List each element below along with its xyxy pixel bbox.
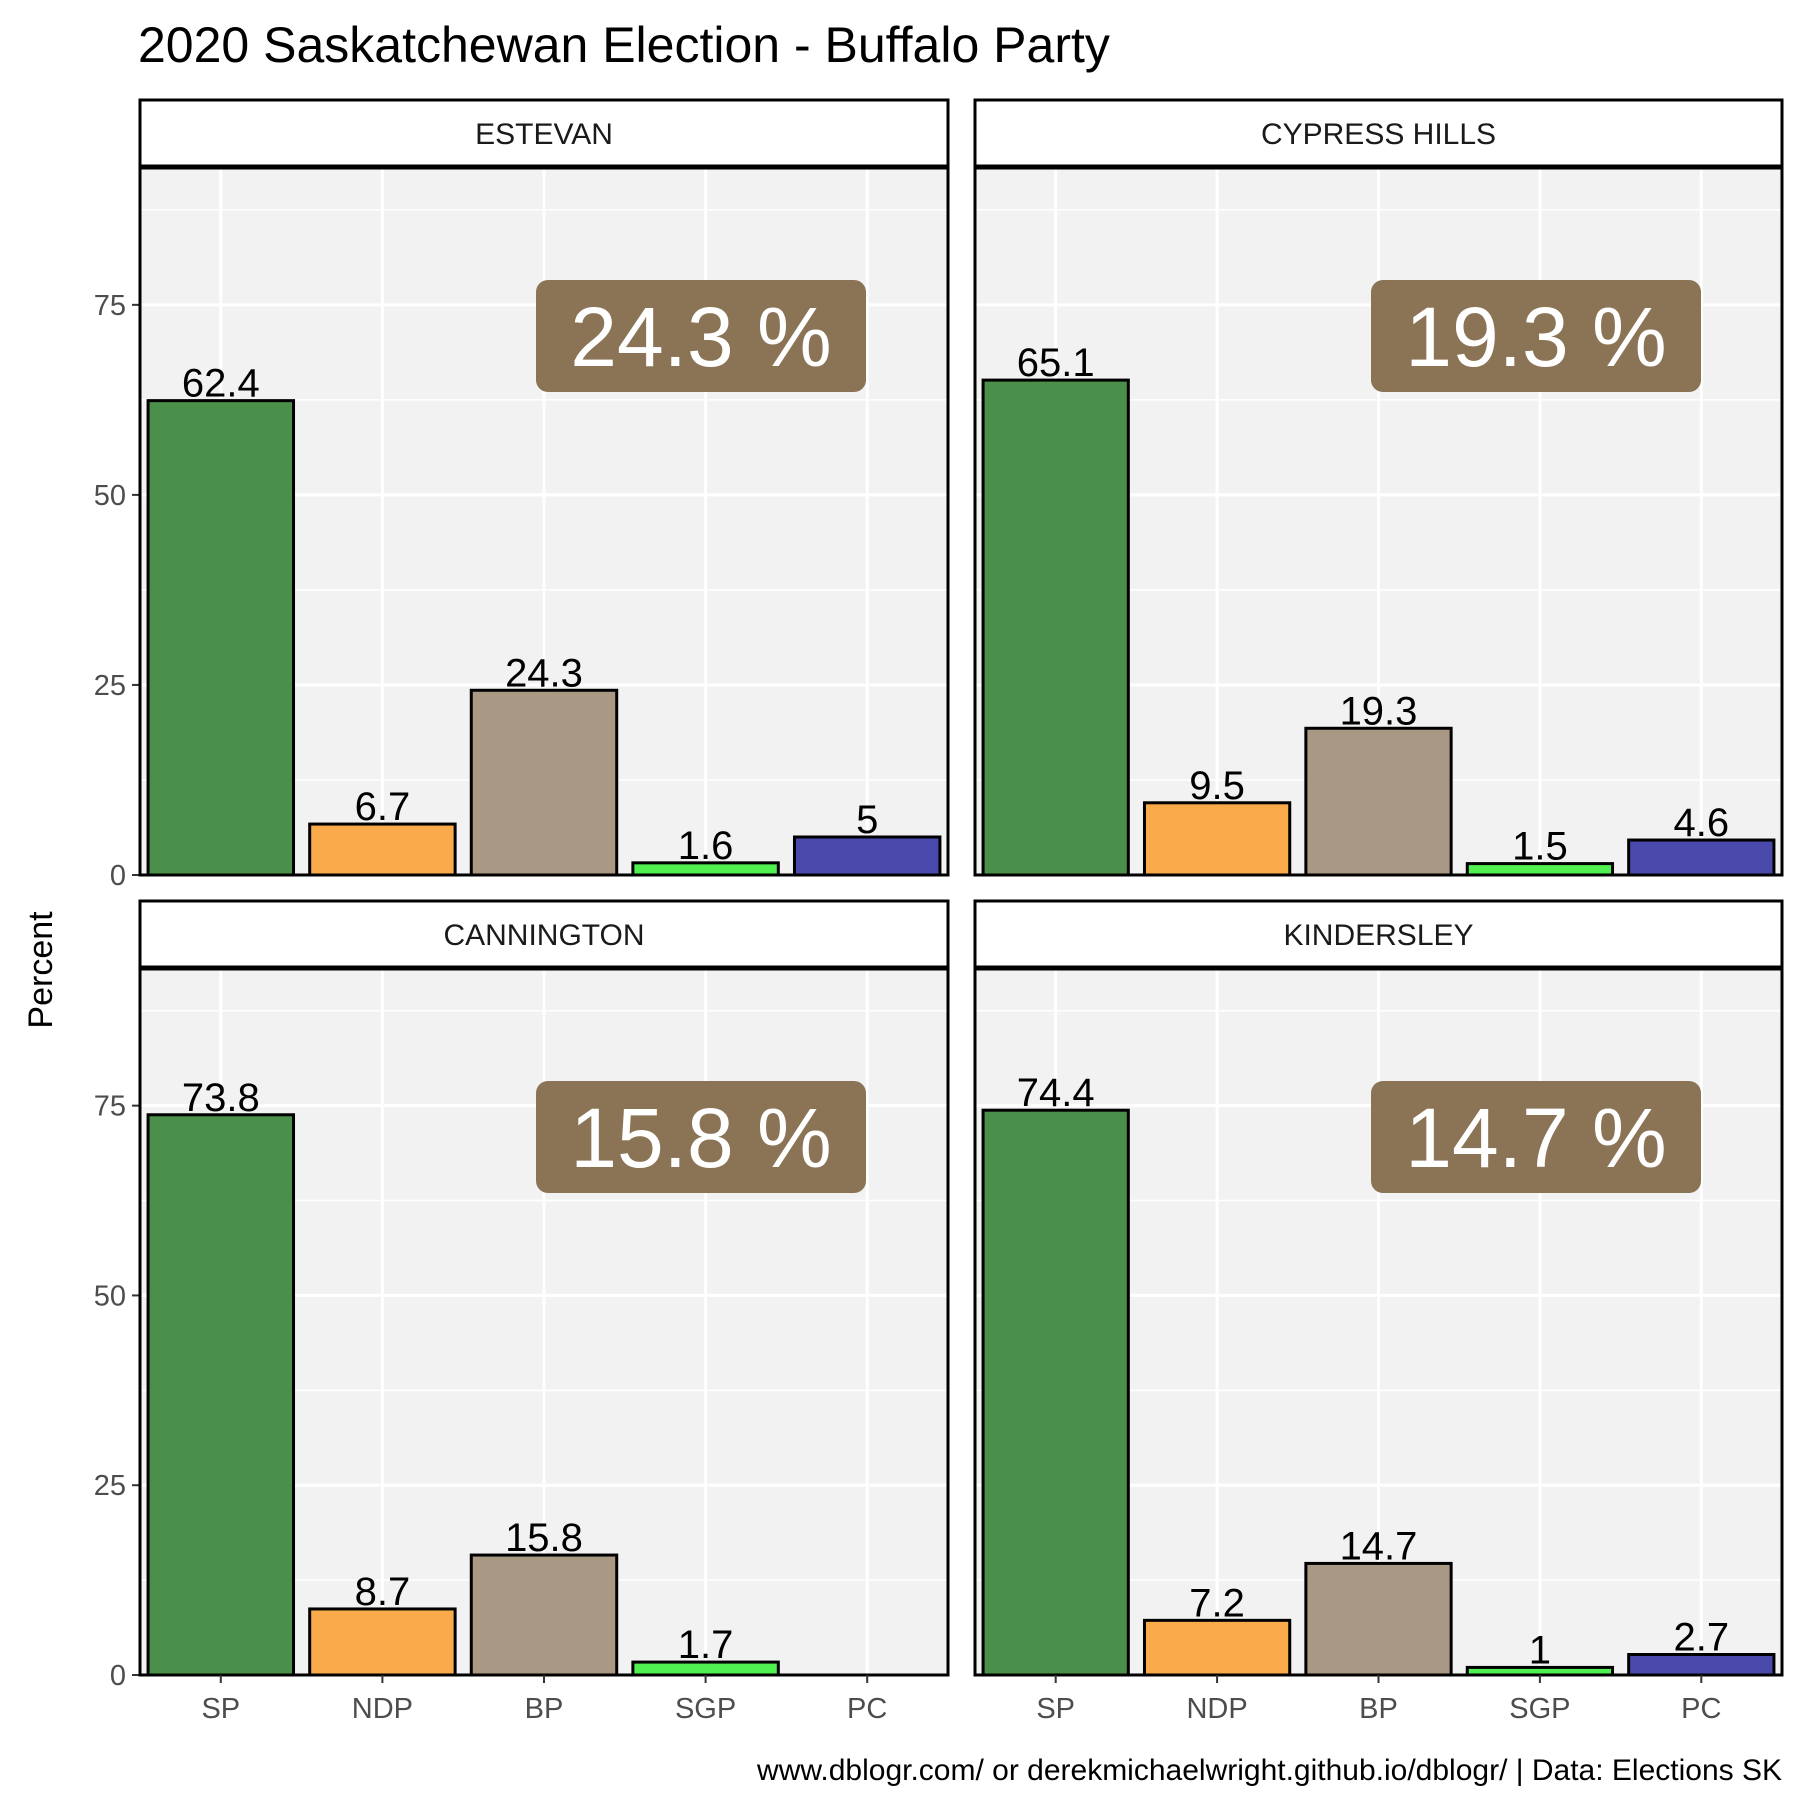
bar-bp (469, 1553, 619, 1677)
x-tick-label-ndp: NDP (352, 1693, 413, 1725)
bar-label-sgp: 1.6 (678, 824, 734, 868)
bar-ndp (308, 822, 457, 877)
y-tick-label: 25 (94, 670, 126, 702)
highlight-label-box (536, 1081, 866, 1193)
highlight-label-box (536, 280, 866, 392)
bar-ndp (1142, 1618, 1292, 1677)
bar-sp (981, 1108, 1130, 1677)
bar-label-ndp: 9.5 (1189, 764, 1245, 808)
y-axis-label: Percent (22, 911, 60, 1029)
facet-strip-label: ESTEVAN (475, 118, 613, 151)
facet-strip (973, 899, 1784, 969)
bar-sp (981, 378, 1130, 877)
highlight-label-box (1371, 1081, 1701, 1193)
chart-title: 2020 Saskatchewan Election - Buffalo Par… (138, 17, 1110, 73)
bar-label-sp: 74.4 (1017, 1071, 1095, 1115)
x-tick-label-pc: PC (1681, 1693, 1721, 1725)
highlight-label: 14.7 % (1405, 1091, 1667, 1185)
x-tick-label-bp: BP (525, 1693, 564, 1725)
bar-label-ndp: 6.7 (355, 785, 411, 829)
y-tick-label: 0 (110, 860, 126, 892)
facet-kindersley: KINDERSLEY 74.4 7.2 14.7 1 2.7 14.7 % SP NDP BP SG… (973, 899, 1784, 1725)
bar-label-sgp: 1.7 (678, 1623, 734, 1667)
bar-label-pc: 4.6 (1673, 801, 1729, 845)
highlight-label: 24.3 % (570, 290, 832, 384)
highlight-label: 15.8 % (570, 1091, 832, 1185)
y-tick-label: 50 (94, 1280, 126, 1312)
bar-label-pc: 5 (856, 798, 878, 842)
facet-strip (138, 899, 950, 969)
facet-panels: ESTEVAN 0 25 50 75 62.4 6.7 24.3 1.6 5 24.3 % CYPRE… (94, 98, 1784, 1725)
y-tick-label: 50 (94, 480, 126, 512)
facet-estevan: ESTEVAN 0 25 50 75 62.4 6.7 24.3 1.6 5 24.3 % (94, 98, 950, 892)
facet-strip-label: KINDERSLEY (1283, 919, 1473, 952)
facet-strip-label: CANNINGTON (443, 919, 644, 952)
panel-border (138, 166, 950, 877)
facet-strip (973, 98, 1784, 168)
x-tick-label-bp: BP (1359, 1693, 1398, 1725)
facet-strip-label: CYPRESS HILLS (1261, 118, 1496, 151)
bar-label-bp: 14.7 (1340, 1524, 1418, 1568)
bar-sp (146, 1113, 296, 1677)
bar-label-sgp: 1 (1529, 1628, 1551, 1672)
facet-strip (138, 98, 950, 168)
bar-label-sgp: 1.5 (1512, 825, 1568, 869)
highlight-label-box (1371, 280, 1701, 392)
bar-bp (1304, 1561, 1453, 1677)
bar-label-sp: 65.1 (1017, 341, 1095, 385)
bar-label-bp: 19.3 (1340, 689, 1418, 733)
bar-label-sp: 62.4 (182, 362, 260, 406)
highlight-label: 19.3 % (1405, 290, 1667, 384)
bar-sp (146, 399, 296, 877)
facet-cypress-hills: CYPRESS HILLS 65.1 9.5 19.3 1.5 4.6 19.3 % (973, 98, 1784, 877)
bar-label-bp: 24.3 (505, 651, 583, 695)
bar-label-pc: 2.7 (1673, 1616, 1729, 1660)
bar-bp (469, 688, 619, 877)
bar-label-ndp: 8.7 (355, 1570, 411, 1614)
bar-ndp (308, 1607, 457, 1677)
bar-ndp (1142, 801, 1292, 877)
x-tick-label-sgp: SGP (675, 1693, 736, 1725)
bar-pc (1627, 838, 1776, 877)
facet-cannington: CANNINGTON 0 25 50 75 73.8 8.7 15.8 1.7 15.8 % SP N… (94, 899, 950, 1725)
y-tick-label: 75 (94, 290, 126, 322)
x-tick-label-pc: PC (847, 1693, 887, 1725)
y-tick-label: 0 (110, 1660, 126, 1692)
x-tick-label-ndp: NDP (1186, 1693, 1247, 1725)
x-tick-label-sp: SP (1036, 1693, 1075, 1725)
bar-label-bp: 15.8 (505, 1516, 583, 1560)
bar-pc (792, 835, 942, 877)
bar-bp (1304, 726, 1453, 877)
y-tick-label: 25 (94, 1470, 126, 1502)
x-tick-label-sgp: SGP (1509, 1693, 1570, 1725)
bar-label-ndp: 7.2 (1189, 1581, 1245, 1625)
panel-border (973, 166, 1784, 877)
y-tick-label: 75 (94, 1091, 126, 1123)
x-tick-label-sp: SP (201, 1693, 240, 1725)
bar-label-sp: 73.8 (182, 1076, 260, 1120)
caption: www.dblogr.com/ or derekmichaelwright.gi… (756, 1754, 1782, 1787)
